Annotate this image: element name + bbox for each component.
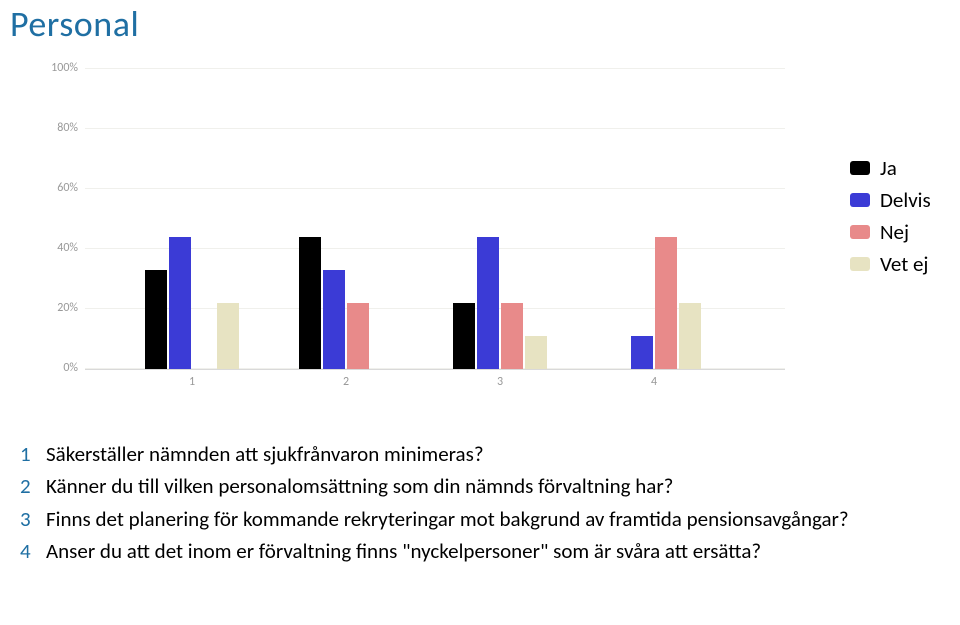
bar xyxy=(501,303,523,369)
bar xyxy=(347,303,369,369)
question-row: 1Säkerställer nämnden att sjukfrånvaron … xyxy=(20,440,940,469)
bar xyxy=(477,237,499,369)
legend-swatch xyxy=(850,257,870,271)
bar xyxy=(525,336,547,369)
question-number: 3 xyxy=(20,505,46,534)
question-row: 3Finns det planering för kommande rekryt… xyxy=(20,505,940,534)
bar xyxy=(169,237,191,369)
legend-item: Delvis xyxy=(850,187,931,213)
question-text: Känner du till vilken personalomsättning… xyxy=(46,472,673,501)
gridline xyxy=(85,68,785,69)
page-title: Personal xyxy=(10,2,139,46)
question-row: 2Känner du till vilken personalomsättnin… xyxy=(20,472,940,501)
legend-label: Vet ej xyxy=(880,251,928,277)
bar xyxy=(453,303,475,369)
x-axis-label: 1 xyxy=(182,375,202,389)
legend-item: Vet ej xyxy=(850,251,931,277)
legend-label: Delvis xyxy=(880,187,931,213)
question-number: 4 xyxy=(20,537,46,566)
bar xyxy=(631,336,653,369)
bar-chart: 1 2 3 4 xyxy=(30,70,810,400)
x-axis-label: 4 xyxy=(644,375,664,389)
bar xyxy=(655,237,677,369)
x-axis-label: 3 xyxy=(490,375,510,389)
question-text: Finns det planering för kommande rekryte… xyxy=(46,505,849,534)
gridline xyxy=(85,188,785,189)
legend-swatch xyxy=(850,161,870,175)
legend: Ja Delvis Nej Vet ej xyxy=(850,155,931,283)
x-axis-label: 2 xyxy=(336,375,356,389)
gridline xyxy=(85,128,785,129)
legend-item: Nej xyxy=(850,219,931,245)
question-number: 2 xyxy=(20,472,46,501)
question-list: 1Säkerställer nämnden att sjukfrånvaron … xyxy=(20,440,940,570)
plot-area: 1234 xyxy=(85,70,785,370)
question-number: 1 xyxy=(20,440,46,469)
bar xyxy=(145,270,167,369)
question-text: Anser du att det inom er förvaltning fin… xyxy=(46,537,761,566)
bar xyxy=(299,237,321,369)
bar xyxy=(217,303,239,369)
legend-item: Ja xyxy=(850,155,931,181)
bar xyxy=(679,303,701,369)
legend-swatch xyxy=(850,193,870,207)
question-text: Säkerställer nämnden att sjukfrånvaron m… xyxy=(46,440,484,469)
question-row: 4Anser du att det inom er förvaltning fi… xyxy=(20,537,940,566)
legend-label: Ja xyxy=(880,155,897,181)
bar xyxy=(323,270,345,369)
legend-swatch xyxy=(850,225,870,239)
legend-label: Nej xyxy=(880,219,909,245)
